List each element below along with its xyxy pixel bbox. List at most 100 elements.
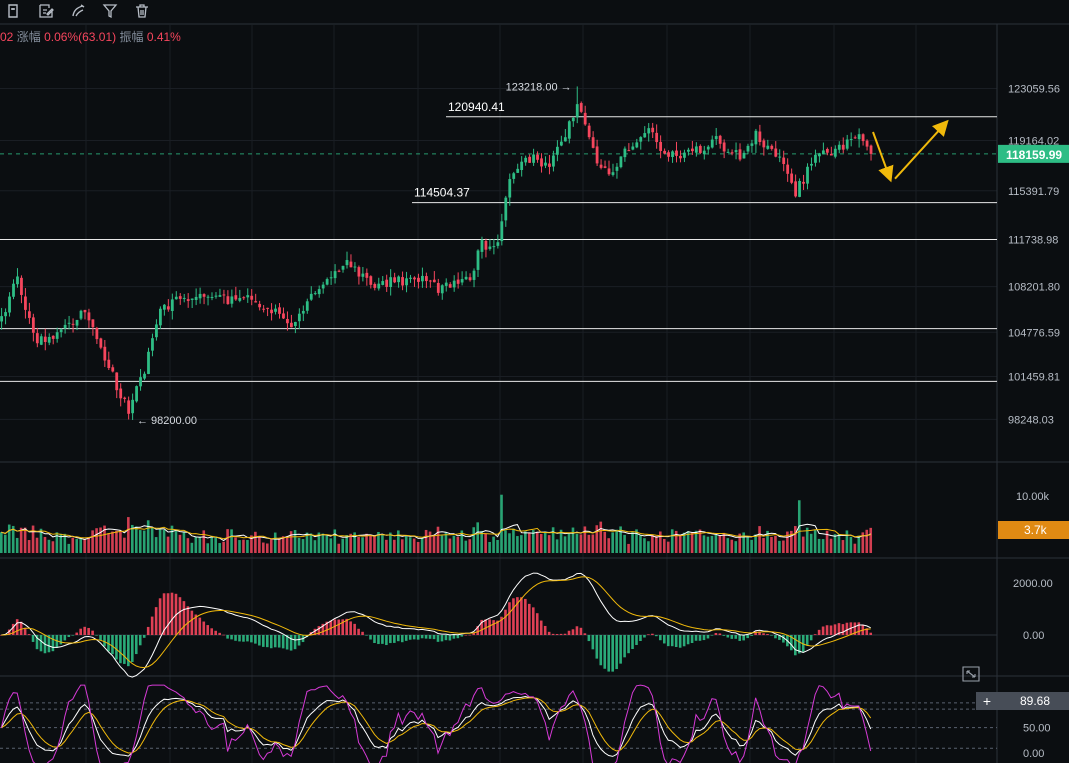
candle-body: [250, 295, 254, 300]
volume-bar: [142, 530, 146, 553]
volume-bar: [404, 535, 408, 553]
macd-histogram-bar: [285, 635, 289, 650]
price-tag-icon[interactable]: [4, 2, 23, 21]
macd-histogram-bar: [238, 635, 241, 642]
high-price-annotation: 123218.00 →: [506, 81, 572, 93]
volume-bar: [3, 534, 7, 553]
volume-bar: [528, 533, 531, 553]
volume-bar: [452, 535, 456, 553]
macd-histogram-bar: [603, 635, 607, 669]
volume-bar: [214, 537, 217, 553]
candle-body: [159, 308, 162, 326]
volume-bar: [857, 535, 861, 553]
macd-histogram-bar: [51, 635, 55, 652]
macd-histogram-bar: [91, 630, 94, 635]
volume-bar: [55, 532, 59, 553]
candle-body: [841, 144, 845, 150]
volume-bar: [210, 537, 214, 553]
macd-histogram-bar: [337, 619, 341, 635]
support-resistance-lines[interactable]: 120940.41 114504.37: [0, 100, 997, 382]
candle-body: [583, 112, 587, 125]
volume-bar: [162, 529, 166, 553]
candle-body: [123, 397, 127, 399]
macd-histogram-bar: [166, 593, 170, 635]
price-axis[interactable]: 123059.56 119164.02 115391.79 111738.98 1082…: [976, 84, 1069, 760]
volume-bar: [273, 532, 277, 553]
candle-body: [683, 152, 686, 158]
volume-bar: [174, 530, 178, 553]
candle-body: [373, 284, 377, 288]
candle-body: [563, 137, 567, 142]
candle-body: [4, 312, 7, 317]
candle-body: [786, 164, 790, 174]
macd-histogram-bar: [134, 635, 138, 655]
candle-body: [99, 338, 103, 348]
volume-bar: [833, 534, 837, 553]
volume-bar: [651, 534, 654, 553]
macd-histogram-bar: [325, 621, 329, 635]
volume-bar: [603, 531, 607, 553]
candle-body: [119, 388, 123, 399]
candle-body: [520, 161, 524, 171]
volume-bar: [615, 529, 618, 553]
macd-histogram-bar: [353, 623, 356, 635]
drawing-tool-icon[interactable]: [68, 2, 87, 21]
trash-icon[interactable]: [132, 2, 151, 21]
volume-bar: [95, 528, 98, 553]
volume-bar: [567, 533, 571, 553]
macd-histogram-bar: [837, 623, 841, 635]
macd-histogram-bar: [254, 635, 257, 644]
candle-body: [730, 152, 734, 154]
projection-arrows[interactable]: [872, 119, 949, 183]
macd-histogram-bar: [182, 601, 186, 635]
volume-bar: [563, 536, 567, 553]
current-price-badge: [998, 144, 1069, 163]
candle-body: [166, 306, 170, 310]
candle-body: [774, 148, 778, 157]
filter-icon[interactable]: [100, 2, 119, 21]
volume-bar: [250, 535, 253, 553]
candle-body: [258, 303, 262, 308]
volume-bar: [591, 534, 595, 553]
volume-bar: [7, 524, 11, 553]
down-projection-arrow: [872, 131, 894, 183]
volume-current-label: 3.7k: [1024, 523, 1048, 537]
candle-body: [710, 139, 714, 148]
candle-body: [115, 372, 119, 391]
macd-histogram-bar: [460, 635, 464, 637]
candle-body: [532, 154, 535, 163]
candle-body: [516, 168, 520, 173]
candle-body: [174, 296, 178, 300]
candle-body: [687, 149, 690, 152]
volume-bar: [500, 494, 503, 553]
volume-bar: [730, 539, 734, 553]
volume-bar: [809, 533, 813, 553]
macd-histogram-bar: [619, 635, 622, 664]
macd-histogram-bar: [11, 623, 15, 635]
volume-bar: [722, 532, 726, 553]
volume-bar: [805, 527, 809, 553]
candle-body: [476, 250, 480, 270]
macd-histogram-bar: [361, 631, 364, 635]
volume-bar: [337, 543, 341, 553]
macd-histogram-bar: [472, 632, 476, 635]
macd-histogram-bar: [95, 635, 98, 636]
expand-icon[interactable]: [961, 666, 981, 682]
volume-bar: [547, 535, 551, 553]
candle-body: [778, 156, 782, 158]
volume-bar: [504, 530, 507, 553]
volume-bar: [63, 533, 67, 553]
candle-body: [274, 308, 277, 312]
volume-bar: [131, 524, 134, 553]
macd-histogram-bar: [615, 635, 618, 670]
volume-bar: [520, 535, 523, 553]
macd-histogram-bar: [575, 626, 579, 635]
kdj-panel: [0, 684, 997, 763]
candle-body: [329, 277, 333, 279]
edit-note-icon[interactable]: [36, 2, 55, 21]
volume-bar: [345, 535, 348, 553]
candle-body: [83, 309, 87, 313]
volume-bar: [774, 535, 777, 553]
macd-histogram-bar: [468, 634, 472, 636]
